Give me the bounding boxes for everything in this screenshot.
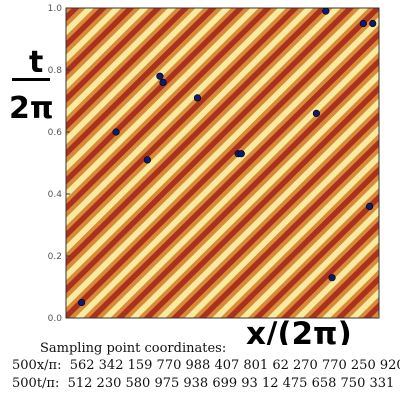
stripe-dark — [66, 8, 163, 104]
y-label-denominator: 2π — [9, 91, 54, 126]
x-axis-label: x/(2π) — [246, 316, 352, 345]
y-tick-label: 0.6 — [48, 128, 63, 138]
sample-point — [112, 128, 120, 136]
stripe-dark — [66, 8, 80, 22]
stripe-dark — [280, 220, 379, 318]
y-tick-label: 0.8 — [48, 66, 63, 76]
stripe-light — [66, 8, 204, 145]
stripe-dark — [66, 8, 300, 240]
stripe-light — [66, 8, 314, 254]
sample-point — [237, 150, 245, 158]
heatmap-figure: 0.0 0.2 0.4 0.6 0.8 1.0 t 2π x/(2π) — [0, 4, 400, 345]
stripe-light — [349, 288, 379, 318]
caption-title: Sampling point coordinates: — [40, 341, 227, 356]
stripe-dark — [88, 30, 379, 318]
stripe-pattern — [0, 8, 400, 318]
sample-point — [78, 298, 86, 307]
stripe-light — [66, 8, 287, 227]
stripe-light — [321, 261, 379, 318]
sample-point — [322, 8, 330, 15]
sample-point — [369, 19, 377, 28]
stripe-dark — [335, 274, 379, 318]
stripe-dark — [66, 8, 190, 131]
stripe-light — [66, 8, 342, 281]
stripe-dark — [66, 8, 272, 212]
y-label-numerator: t — [29, 45, 43, 80]
stripe-light — [0, 8, 12, 318]
stripe-light — [66, 8, 259, 199]
stripe-light — [157, 98, 379, 318]
stripe-dark — [66, 8, 245, 185]
sample-point — [359, 19, 367, 28]
sample-point — [156, 72, 164, 80]
sample-point — [328, 274, 336, 282]
stripe-light — [102, 43, 379, 318]
stripe-dark — [66, 8, 355, 294]
sample-point — [312, 109, 321, 117]
y-label-fraction-bar — [12, 78, 50, 81]
stripe-dark — [390, 8, 400, 318]
y-tick-label: 1.0 — [48, 4, 63, 14]
caption-x-row: 500x/π: 562 342 159 770 988 407 801 62 2… — [12, 358, 400, 373]
stripe-dark — [362, 302, 379, 318]
stripe-dark — [225, 166, 379, 318]
stripe-light — [184, 125, 379, 318]
stripe-light — [74, 16, 379, 318]
stripe-light — [211, 152, 379, 318]
stripe-light — [266, 206, 379, 318]
stripe-dark — [143, 84, 379, 318]
stripe-light — [66, 8, 369, 308]
stripe-dark — [0, 8, 25, 318]
stripe-dark — [253, 193, 379, 318]
caption-x-values: 562 342 159 770 988 407 801 62 270 770 2… — [69, 358, 400, 373]
stripe-dark — [0, 8, 52, 318]
sample-point — [366, 202, 374, 210]
stripe-dark — [66, 8, 217, 158]
y-tick-label: 0.4 — [48, 190, 63, 200]
stripe-dark — [66, 8, 135, 76]
stripe-light — [66, 8, 232, 172]
stripe-light — [129, 70, 379, 318]
stripe-dark — [66, 8, 379, 318]
sample-point — [143, 156, 151, 164]
stripe-light — [66, 8, 94, 36]
stripe-dark — [170, 111, 379, 318]
sample-point — [193, 94, 202, 102]
caption-t-label: 500t/π: — [12, 376, 60, 391]
sample-point — [159, 78, 167, 86]
y-tick-label: 0.2 — [48, 252, 62, 262]
stripe-light — [66, 8, 177, 118]
y-axis-ticks: 0.0 0.2 0.4 0.6 0.8 1.0 — [48, 4, 70, 324]
stripe-light — [294, 234, 379, 318]
stripe-light — [66, 8, 149, 91]
stripe-light — [66, 8, 122, 63]
stripe-dark — [308, 247, 379, 318]
caption-x-label: 500x/π: — [12, 358, 62, 373]
caption-t-row: 500t/π: 512 230 580 975 938 699 93 12 47… — [12, 376, 394, 391]
stripe-light — [376, 315, 379, 318]
stripe-dark — [66, 8, 108, 49]
plot-frame — [65, 7, 380, 319]
stripe-dark — [115, 57, 379, 318]
y-tick-label: 0.0 — [48, 314, 63, 324]
caption-t-values: 512 230 580 975 938 699 93 12 475 658 75… — [67, 376, 395, 391]
stripe-dark — [66, 8, 327, 267]
stripe-light — [239, 179, 379, 318]
sample-points — [78, 8, 377, 307]
stripe-dark — [198, 138, 379, 318]
